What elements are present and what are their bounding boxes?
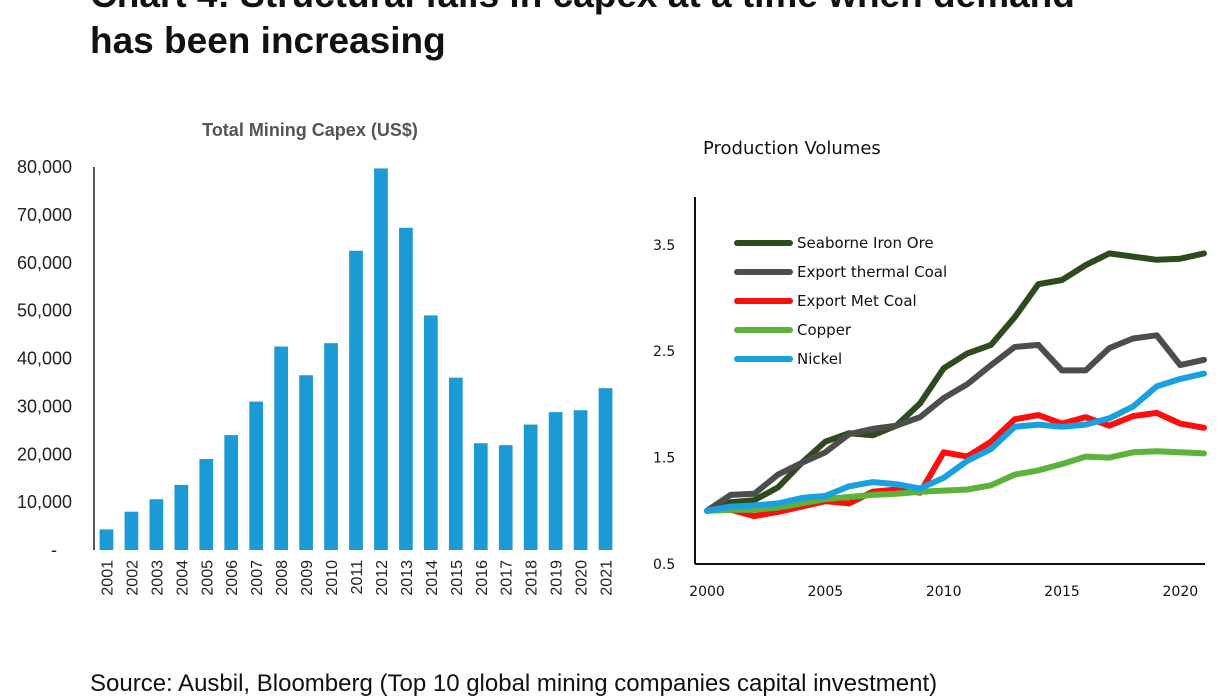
capex-bar-2001 [99,529,114,550]
production-xtick-label: 2010 [926,584,962,600]
capex-ytick-label: 10,000 [17,492,72,512]
capex-xtick-label: 2002 [124,560,141,596]
capex-ytick-label: 50,000 [17,301,72,321]
capex-xtick-label: 2001 [99,560,116,596]
capex-bar-2006 [224,435,239,550]
chart-heading-line2: has been increasing [90,20,446,61]
capex-xtick-label: 2016 [474,560,491,596]
chart-heading-line1: Chart 4: Structural falls in capex at a … [90,0,1075,18]
production-ytick-label: 2.5 [653,344,675,360]
capex-xtick-label: 2011 [349,560,366,595]
capex-xtick-label: 2007 [249,560,266,596]
capex-xtick-label: 2021 [599,560,616,596]
production-chart-title: Production Volumes [703,138,881,159]
production-xtick-label: 2020 [1163,584,1199,600]
legend-label-copper: Copper [797,321,852,339]
capex-xtick-label: 2017 [499,560,516,596]
legend-label-export-thermal-coal: Export thermal Coal [797,263,947,281]
capex-bar-2009 [299,375,313,550]
capex-ytick-label: 40,000 [17,349,72,369]
capex-bar-2004 [174,484,189,550]
capex-xtick-label: 2014 [424,560,441,596]
production-ytick-label: 1.5 [653,451,675,467]
capex-bar-2015 [448,377,463,550]
capex-xtick-label: 2003 [149,560,166,596]
chart-heading: Chart 4: Structural falls in capex at a … [90,0,1075,64]
capex-xtick-label: 2004 [174,560,191,596]
capex-bar-2017 [498,445,513,550]
capex-ytick-label: 20,000 [17,444,72,464]
capex-xtick-label: 2012 [374,560,391,596]
capex-bar-2010 [324,343,338,550]
capex-bar-2005 [199,459,214,550]
legend-label-nickel: Nickel [797,350,842,368]
capex-xtick-label: 2020 [574,560,591,596]
production-ytick-label: 3.5 [653,238,675,254]
series-line-seaborne-iron-ore [704,250,1207,514]
series-line-copper [704,448,1207,514]
production-xtick-label: 2000 [689,584,725,600]
capex-bar-2007 [249,401,264,550]
legend-label-seaborne-iron-ore: Seaborne Iron Ore [797,234,934,252]
capex-bar-2011 [349,250,363,550]
capex-xtick-label: 2013 [399,560,416,596]
capex-bar-2020 [573,410,588,550]
capex-bar-2002 [124,511,139,550]
production-xtick-label: 2005 [808,584,844,600]
source-note: Source: Ausbil, Bloomberg (Top 10 global… [90,670,938,697]
capex-bar-2019 [548,412,563,550]
capex-ytick-label: 80,000 [17,157,72,177]
capex-xtick-label: 2006 [224,560,241,596]
capex-xtick-label: 2005 [199,560,216,596]
capex-xtick-label: 2015 [449,560,466,596]
capex-ytick-label: 70,000 [17,205,72,225]
capex-bar-2021 [598,388,613,550]
production-ytick-label: 0.5 [653,557,675,573]
series-line-nickel [704,370,1207,514]
capex-xtick-label: 2010 [324,560,341,596]
production-legend: Seaborne Iron Ore Export thermal Coal Expo… [734,234,947,368]
capex-bar-2014 [423,315,438,550]
capex-xtick-label: 2009 [299,560,316,596]
capex-bar-2012 [374,168,388,550]
legend-label-export-met-coal: Export Met Coal [797,292,917,310]
production-line-chart: Production Volumes 0.5 1.5 2.5 3.5 2000 2005… [653,138,1207,600]
capex-bar-2003 [149,499,164,550]
capex-chart-title: Total Mining Capex (US$) [202,120,418,140]
capex-bar-2018 [523,424,538,550]
capex-ytick-label: - [51,540,57,560]
capex-bar-2008 [274,346,289,550]
capex-ytick-label: 60,000 [17,253,72,273]
capex-bar-2013 [399,227,413,550]
series-line-export-met-coal [704,409,1207,520]
series-line-export-thermal-coal [704,332,1207,514]
capex-xtick-label: 2018 [524,560,541,596]
capex-ytick-label: 30,000 [17,396,72,416]
capex-xtick-label: 2019 [549,560,566,596]
capex-xtick-label: 2008 [274,560,291,596]
capex-bar-2016 [473,443,488,550]
capex-bar-chart: Total Mining Capex (US$) - 10,000 20,000 30… [17,120,616,596]
production-xtick-label: 2015 [1044,584,1080,600]
